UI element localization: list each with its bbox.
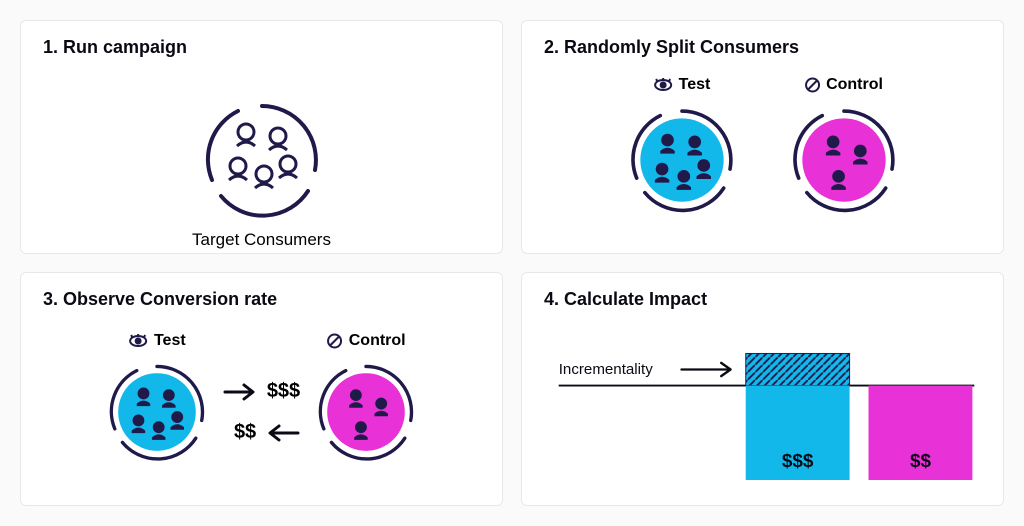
- test-group: Test: [624, 102, 740, 218]
- step-3-body: Test: [21, 319, 502, 505]
- step3-test-circle: [103, 358, 211, 466]
- control-label-text: Control: [826, 76, 883, 94]
- control-money-row: $$: [223, 421, 300, 444]
- arrow-right-icon: [682, 363, 731, 376]
- control-label: Control: [804, 76, 883, 94]
- target-consumers-group: Target Consumers: [198, 96, 326, 224]
- step-4-body: Incrementality $$$ $$: [522, 319, 1003, 505]
- step3-control-group: Control: [312, 358, 420, 466]
- step-4-title: 4. Calculate Impact: [544, 289, 981, 310]
- test-circle: [624, 102, 740, 218]
- step3-control-circle: [312, 358, 420, 466]
- arrow-right-icon: [223, 383, 257, 401]
- test-label: Test: [653, 76, 711, 94]
- arrow-left-icon: [266, 424, 300, 442]
- step-1-title: 1. Run campaign: [43, 37, 480, 58]
- step-3-title: 3. Observe Conversion rate: [43, 289, 480, 310]
- eye-icon: [653, 78, 673, 92]
- control-money: $$: [234, 421, 256, 444]
- step-1-body: Target Consumers: [21, 67, 502, 253]
- ban-icon: [804, 77, 820, 93]
- step3-test-group: Test: [103, 358, 211, 466]
- test-bar-money: $$$: [782, 451, 814, 472]
- step-4-card: 4. Calculate Impact Incrementality: [521, 272, 1004, 506]
- step-1-card: 1. Run campaign: [20, 20, 503, 254]
- control-circle: [786, 102, 902, 218]
- test-money: $$$: [267, 380, 300, 403]
- control-bar-money: $$: [910, 451, 931, 472]
- step-2-card: 2. Randomly Split Consumers Test: [521, 20, 1004, 254]
- step3-test-label: Test: [128, 332, 186, 350]
- ban-icon: [327, 333, 343, 349]
- target-consumers-caption: Target Consumers: [192, 230, 331, 250]
- control-group: Control: [786, 102, 902, 218]
- test-label-text: Test: [679, 76, 711, 94]
- step-3-card: 3. Observe Conversion rate Test: [20, 272, 503, 506]
- step3-test-label-text: Test: [154, 332, 186, 350]
- step-2-body: Test: [522, 67, 1003, 253]
- step3-control-label: Control: [327, 332, 406, 350]
- impact-chart-svg: Incrementality $$$ $$: [554, 327, 979, 497]
- impact-chart: Incrementality $$$ $$: [522, 319, 1003, 505]
- eye-icon: [128, 334, 148, 348]
- target-consumers-ring: [198, 96, 326, 224]
- step-2-title: 2. Randomly Split Consumers: [544, 37, 981, 58]
- step3-control-label-text: Control: [349, 332, 406, 350]
- test-bar-increment: [746, 353, 850, 385]
- money-column: $$$ $$: [223, 380, 300, 444]
- incrementality-text: Incrementality: [559, 361, 653, 378]
- test-money-row: $$$: [223, 380, 300, 403]
